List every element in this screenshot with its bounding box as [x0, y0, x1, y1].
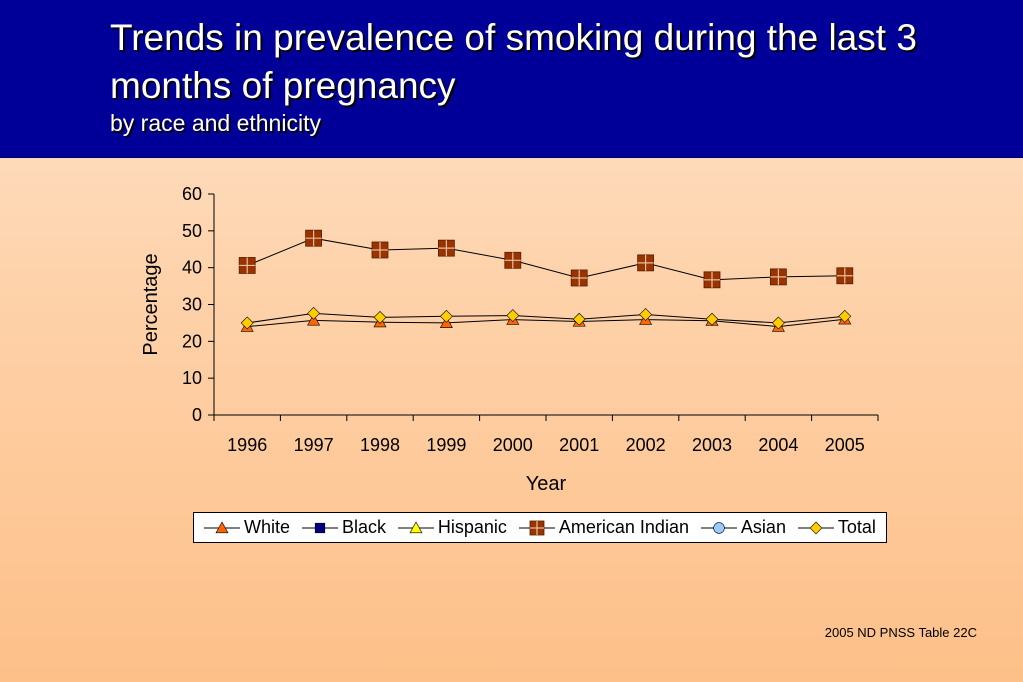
point-marker: [215, 520, 229, 533]
x-tick-label: 1998: [360, 435, 400, 455]
source-note: 2005 ND PNSS Table 22C: [824, 625, 977, 640]
point-marker: [307, 306, 321, 320]
chart-legend: White Black Hispanic American Indian Asian To…: [193, 512, 887, 543]
series-total: [240, 306, 852, 330]
y-axis-title: Percentage: [140, 253, 162, 355]
legend-item-american-indian: American Indian: [518, 517, 689, 538]
legend-swatch: [518, 520, 555, 535]
point-marker: [771, 316, 785, 330]
legend-swatch: [203, 520, 240, 533]
y-tick-label: 30: [182, 295, 202, 315]
x-axis-title: Year: [526, 473, 567, 495]
x-tick-label: 1996: [227, 435, 267, 455]
legend-label: Total: [837, 517, 876, 537]
legend-item-white: White: [203, 517, 290, 538]
legend-item-total: Total: [797, 517, 876, 538]
y-tick-label: 60: [182, 184, 202, 204]
y-tick-label: 10: [182, 368, 202, 388]
point-marker: [506, 309, 520, 322]
y-tick-label: 0: [192, 405, 202, 425]
legend-swatch: [797, 521, 834, 534]
y-tick-label: 20: [182, 331, 202, 351]
x-tick-label: 2000: [493, 435, 533, 455]
line-chart: 0 10 20 30 40 50 60 1996 1997 1998 1999 2000 2001 200…: [140, 184, 879, 495]
legend-item-asian: Asian: [700, 517, 786, 538]
legend-swatch: [301, 522, 338, 533]
legend-swatch: [700, 521, 737, 534]
point-marker: [639, 308, 653, 321]
point-marker: [705, 312, 719, 326]
x-tick-label: 1999: [426, 435, 466, 455]
legend-label: Black: [341, 517, 386, 537]
legend-label: Hispanic: [437, 517, 507, 537]
x-tick-label: 2002: [626, 435, 666, 455]
x-tick-label: 2001: [559, 435, 599, 455]
y-tick-label: 40: [182, 258, 202, 278]
point-marker: [439, 309, 453, 323]
point-marker: [809, 521, 823, 534]
point-marker: [314, 522, 326, 533]
series-line-american-indian: [247, 237, 845, 281]
title-banner: Trends in prevalence of smoking during t…: [0, 0, 1023, 158]
slide-title: Trends in prevalence of smoking during t…: [110, 17, 917, 106]
slide-subtitle: by race and ethnicity: [110, 110, 321, 136]
series-american-indian: [238, 229, 854, 289]
x-tick-label: 1997: [294, 435, 334, 455]
legend-item-hispanic: Hispanic: [397, 517, 507, 538]
legend-label: Asian: [740, 517, 786, 537]
y-tick-label: 50: [182, 221, 202, 241]
series-line-total: [247, 312, 845, 324]
x-tick-label: 2005: [825, 435, 865, 455]
series-line-white: [247, 318, 845, 328]
point-marker: [572, 312, 586, 326]
x-tick-label: 2003: [692, 435, 732, 455]
point-marker: [409, 520, 423, 533]
point-marker: [373, 310, 387, 324]
legend-label: American Indian: [558, 517, 689, 537]
x-tick-label: 2004: [758, 435, 798, 455]
legend-swatch: [397, 520, 434, 533]
point-marker: [713, 521, 725, 534]
legend-label: White: [243, 517, 290, 537]
point-marker: [838, 309, 852, 323]
point-marker: [240, 316, 254, 330]
legend-item-black: Black: [301, 517, 386, 538]
